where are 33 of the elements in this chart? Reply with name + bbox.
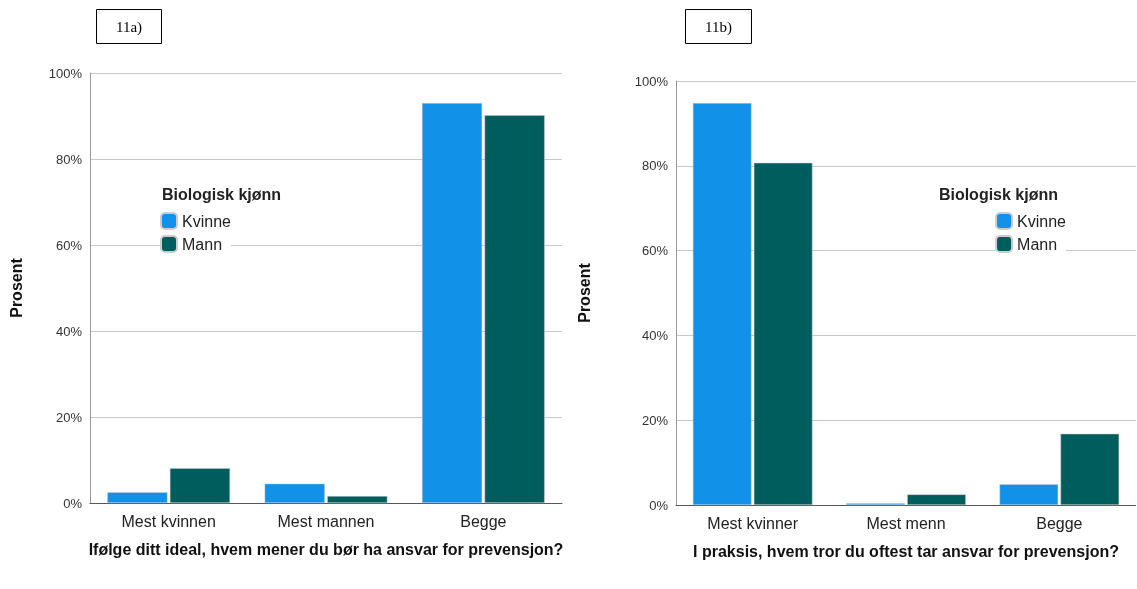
x-tick-label: Begge	[460, 512, 507, 530]
legend-title: Biologisk kjønn	[162, 185, 282, 203]
chart-title: 11a)	[116, 18, 143, 36]
y-tick-label: 100%	[48, 65, 83, 81]
y-tick-label: 60%	[55, 237, 83, 253]
x-tick-label: Mest mannen	[277, 512, 375, 530]
legend-label: Mann	[1017, 235, 1058, 253]
bar	[327, 496, 388, 503]
y-axis-title: Prosent	[7, 257, 25, 318]
x-tick-label: Mest kvinner	[707, 514, 799, 532]
y-tick-label: 100%	[634, 73, 669, 89]
y-tick-label: 80%	[641, 158, 669, 174]
y-tick-label: 20%	[55, 409, 83, 425]
y-tick-label: 40%	[641, 327, 669, 343]
y-tick-label: 80%	[55, 151, 83, 167]
legend-label: Kvinne	[182, 212, 232, 230]
y-tick-label: 60%	[641, 243, 669, 259]
legend-title: Biologisk kjønn	[938, 185, 1059, 203]
y-tick-label: 40%	[55, 323, 83, 339]
bar	[264, 483, 325, 503]
bar	[907, 494, 966, 505]
legend-label: Mann	[182, 235, 223, 253]
y-tick-label: 0%	[63, 495, 83, 511]
legend-label: Kvinne	[1017, 212, 1067, 230]
x-tick-label: Mest menn	[866, 514, 946, 532]
x-tick-label: Begge	[1036, 514, 1083, 532]
y-tick-label: 20%	[641, 412, 669, 428]
x-axis-title: Ifølge ditt ideal, hvem mener du bør ha ansvar for prevensjon?	[88, 541, 564, 558]
x-axis-title: I praksis, hvem tror du oftest tar ansvar for prevensjon?	[693, 543, 1119, 560]
y-tick-label: 0%	[649, 497, 669, 513]
chart-title: 11b)	[705, 18, 732, 36]
x-tick-label: Mest kvinnen	[121, 512, 216, 530]
y-axis-title: Prosent	[575, 262, 593, 323]
